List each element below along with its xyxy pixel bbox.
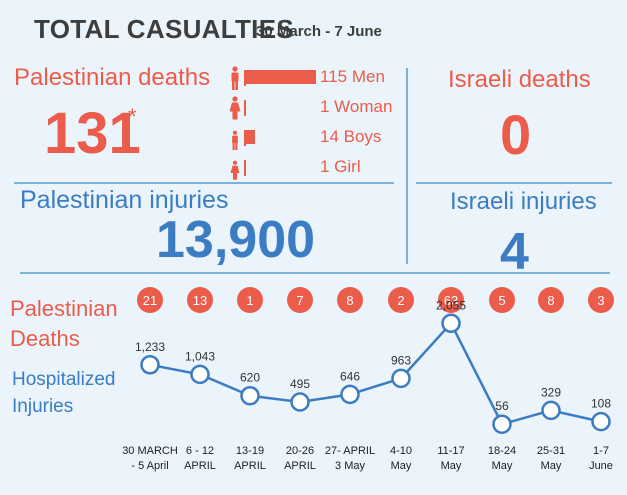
divider-left bbox=[14, 182, 394, 184]
deaths-value: 1 bbox=[246, 293, 253, 308]
deaths-circle bbox=[438, 287, 464, 313]
x-tick-label: APRIL bbox=[184, 460, 216, 472]
israeli-injuries-total: 4 bbox=[500, 223, 529, 281]
israeli-deaths-label: Israeli deaths bbox=[448, 66, 591, 93]
x-tick-label: 30 MARCH bbox=[122, 445, 178, 457]
injuries-line bbox=[149, 321, 602, 426]
female-figure-icon bbox=[229, 96, 241, 120]
injuries-row-label: Injuries bbox=[12, 396, 73, 417]
x-tick-label: 1-7 bbox=[593, 445, 609, 457]
deaths-circle bbox=[287, 287, 313, 313]
divider-vertical bbox=[406, 68, 408, 264]
x-tick-label: - 5 April bbox=[131, 460, 168, 472]
injuries-row-label: Hospitalized bbox=[12, 369, 116, 390]
breakdown-axis-tick bbox=[244, 160, 246, 176]
breakdown-axis-tick bbox=[244, 100, 246, 116]
palestinian-deaths-asterisk: * bbox=[128, 104, 137, 129]
injuries-point bbox=[140, 355, 160, 375]
deaths-row-label: Palestinian bbox=[10, 296, 118, 321]
israeli-injuries-label: Israeli injuries bbox=[450, 188, 597, 215]
x-tick-label: 25-31 bbox=[537, 445, 565, 457]
breakdown-label: 115 Men bbox=[320, 67, 385, 86]
breakdown-label: 1 Woman bbox=[320, 97, 393, 116]
x-tick-label: May bbox=[441, 460, 462, 472]
injuries-value-label: 963 bbox=[391, 353, 411, 367]
x-tick-label: May bbox=[391, 460, 412, 472]
injuries-value-label: 1,043 bbox=[185, 349, 215, 363]
x-tick-label: 4-10 bbox=[390, 445, 412, 457]
injuries-value-label: 329 bbox=[541, 385, 561, 399]
deaths-circle bbox=[489, 287, 515, 313]
deaths-circle bbox=[588, 287, 614, 313]
breakdown-bar bbox=[246, 70, 316, 84]
x-tick-label: 6 - 12 bbox=[186, 445, 214, 457]
palestinian-deaths-total: 131 bbox=[44, 101, 141, 166]
deaths-circle bbox=[137, 287, 163, 313]
divider-right bbox=[416, 182, 612, 184]
breakdown-row: 14 Boys bbox=[226, 126, 406, 150]
breakdown-axis-tick bbox=[244, 130, 246, 146]
injuries-point bbox=[240, 385, 260, 406]
x-tick-label: May bbox=[492, 460, 513, 472]
x-tick-label: 3 May bbox=[335, 460, 365, 472]
breakdown-row: 1 Woman bbox=[226, 96, 406, 120]
injuries-point bbox=[190, 364, 210, 385]
breakdown-label: 1 Girl bbox=[320, 157, 361, 176]
injuries-value-label: 2,055 bbox=[436, 298, 466, 312]
injuries-value-label: 620 bbox=[240, 371, 260, 385]
injuries-value-label: 56 bbox=[495, 399, 509, 413]
deaths-value: 8 bbox=[547, 293, 554, 308]
deaths-value: 7 bbox=[296, 293, 303, 308]
date-range: 30 March - 7 June bbox=[256, 23, 382, 40]
x-tick-label: APRIL bbox=[284, 460, 316, 472]
page-title: TOTAL CASUALTIES bbox=[34, 14, 294, 44]
deaths-value: 8 bbox=[346, 293, 353, 308]
deaths-circle bbox=[538, 287, 564, 313]
injuries-point bbox=[391, 368, 411, 389]
breakdown-label: 14 Boys bbox=[320, 127, 382, 146]
x-tick-label: June bbox=[589, 460, 613, 472]
injuries-point bbox=[290, 392, 310, 412]
boy-figure-icon bbox=[232, 130, 238, 150]
injuries-point bbox=[591, 411, 611, 432]
injuries-point bbox=[441, 313, 461, 334]
x-tick-label: 27- APRIL bbox=[325, 445, 375, 457]
x-tick-label: 20-26 bbox=[286, 445, 314, 457]
deaths-circle bbox=[187, 287, 213, 313]
injuries-point bbox=[340, 384, 360, 405]
palestinian-injuries-label: Palestinian injuries bbox=[20, 186, 229, 214]
deaths-value: 3 bbox=[597, 293, 604, 308]
deaths-row-label: Deaths bbox=[10, 326, 80, 351]
divider-bottom bbox=[20, 272, 610, 274]
deaths-circle bbox=[337, 287, 363, 313]
palestinian-deaths-label: Palestinian deaths bbox=[14, 64, 211, 91]
deaths-value: 63 bbox=[444, 293, 458, 308]
x-tick-label: 18-24 bbox=[488, 445, 516, 457]
girl-figure-icon bbox=[230, 160, 240, 180]
breakdown-row: 115 Men bbox=[226, 66, 406, 90]
deaths-value: 2 bbox=[397, 293, 404, 308]
x-tick-label: 11-17 bbox=[437, 445, 464, 457]
palestinian-injuries-total: 13,900 bbox=[156, 211, 316, 269]
deaths-value: 13 bbox=[193, 293, 207, 308]
breakdown-bar bbox=[246, 130, 255, 144]
injuries-point bbox=[492, 414, 512, 434]
deaths-circle bbox=[237, 287, 263, 313]
injuries-value-label: 1,233 bbox=[135, 340, 165, 354]
injuries-point bbox=[541, 400, 561, 421]
injuries-value-label: 646 bbox=[340, 369, 360, 383]
x-tick-label: May bbox=[541, 460, 562, 472]
breakdown-axis-tick bbox=[244, 70, 246, 86]
deaths-value: 5 bbox=[498, 293, 505, 308]
deaths-circle bbox=[388, 287, 414, 313]
israeli-deaths-total: 0 bbox=[500, 103, 532, 166]
deaths-value: 21 bbox=[143, 293, 157, 308]
injuries-value-label: 108 bbox=[591, 397, 611, 411]
breakdown-row: 1 Girl bbox=[226, 156, 406, 180]
x-tick-label: 13-19 bbox=[236, 445, 264, 457]
male-figure-icon bbox=[231, 66, 239, 90]
injuries-value-label: 495 bbox=[290, 377, 310, 391]
x-tick-label: APRIL bbox=[234, 460, 266, 472]
